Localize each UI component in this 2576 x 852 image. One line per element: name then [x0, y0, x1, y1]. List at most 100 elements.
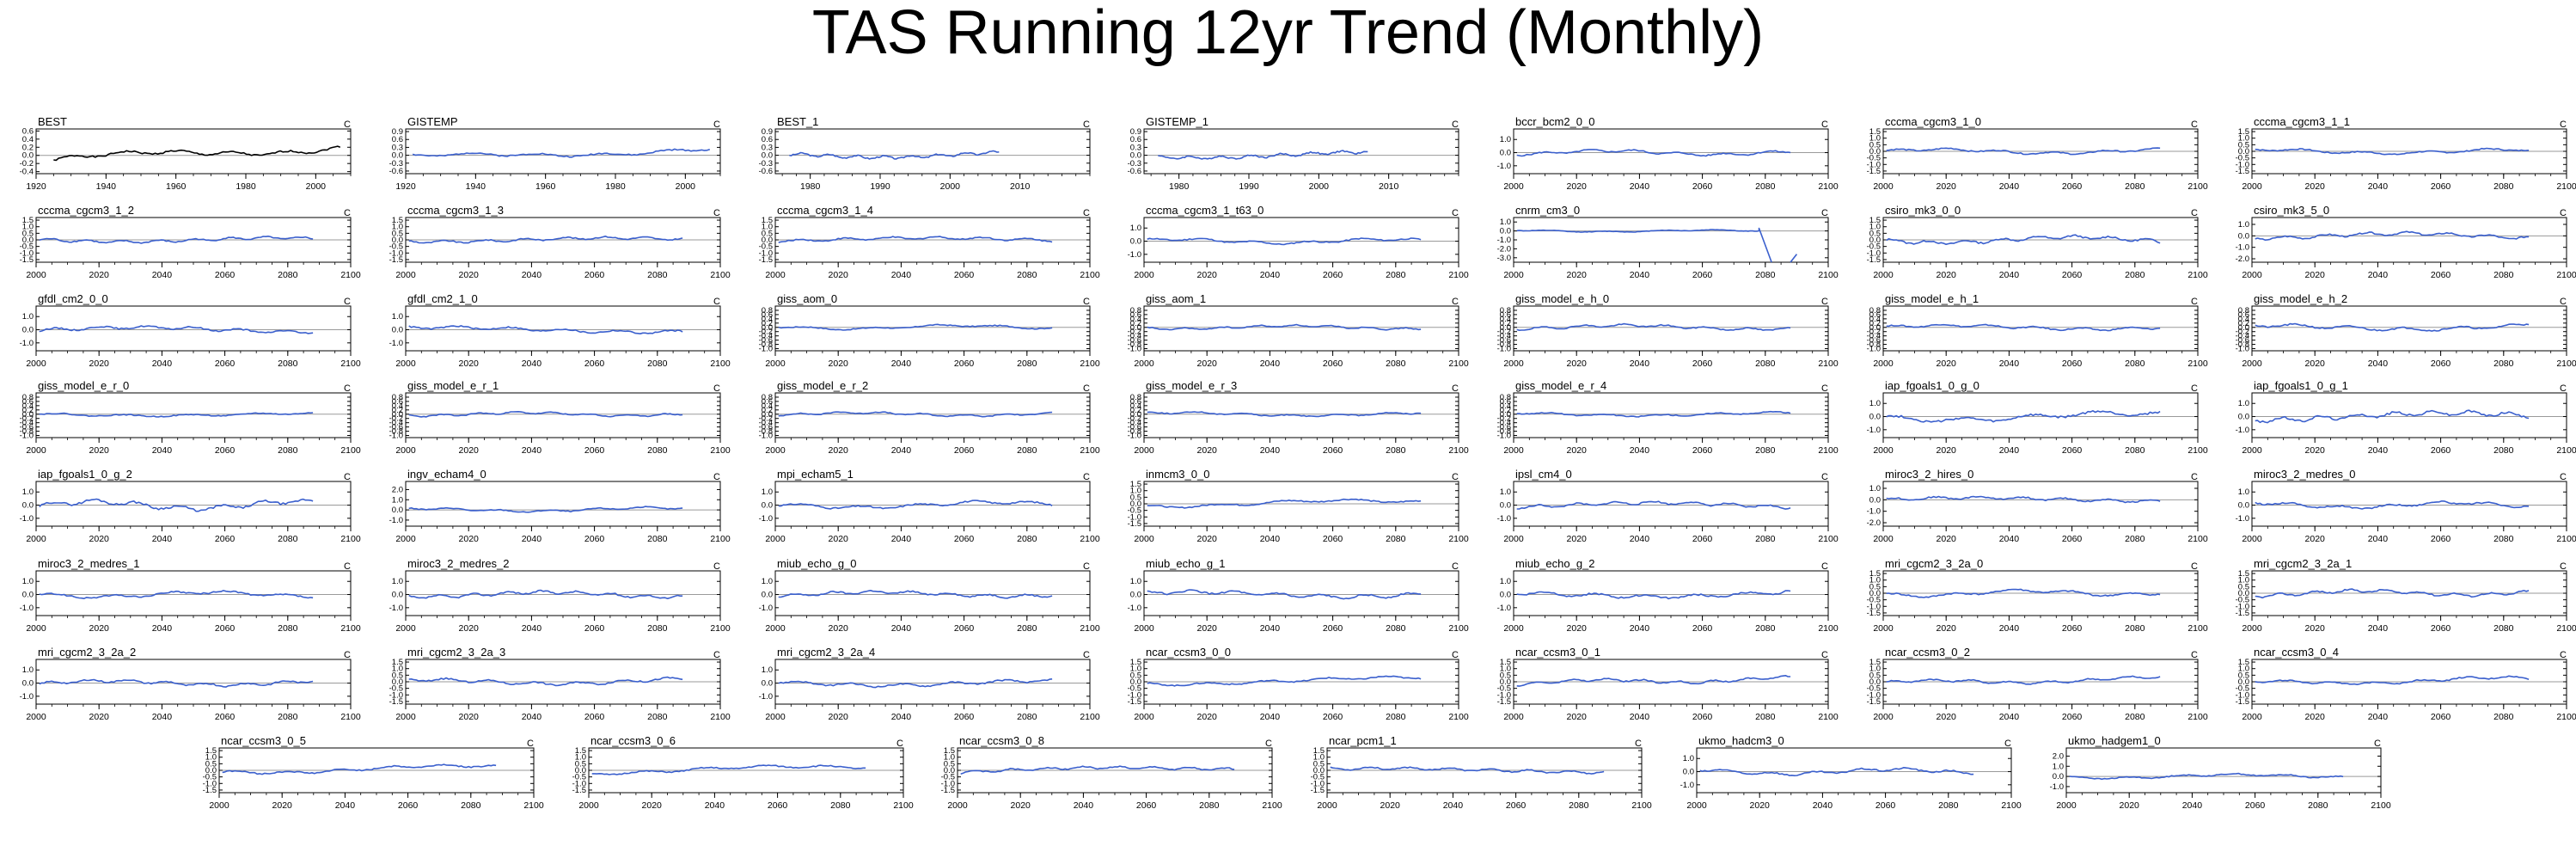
y-tick-label: 0.8 [1869, 306, 1881, 316]
x-tick-label: 2040 [522, 270, 542, 280]
x-tick-label: 2040 [1630, 270, 1650, 280]
x-tick-label: 2020 [1567, 534, 1588, 544]
y-tick-label: -1.0 [2050, 782, 2064, 792]
panel-units: C [2560, 472, 2567, 482]
panel-units: C [1083, 650, 1090, 660]
y-tick-label: -0.8 [2236, 340, 2249, 350]
y-tick-label: 0.0 [1130, 591, 1141, 600]
x-tick-label: 2080 [1386, 534, 1406, 544]
series-line [2255, 588, 2530, 599]
x-tick-label: 2020 [1937, 270, 1957, 280]
x-tick-label: 2100 [1448, 445, 1469, 456]
x-tick-label: 2060 [584, 445, 605, 456]
x-tick-label: 2020 [272, 800, 293, 811]
x-tick-label: 2060 [215, 712, 236, 722]
series-line [222, 763, 497, 775]
x-tick-label: 2080 [1755, 270, 1776, 280]
y-tick-label: 0.0 [762, 410, 773, 420]
y-tick-label: 1.5 [2238, 127, 2249, 137]
y-tick-label: 0.0 [2238, 589, 2249, 598]
series-line [2255, 147, 2530, 156]
x-tick-label: 2000 [1134, 712, 1154, 722]
x-tick-label: 2080 [2493, 181, 2514, 192]
y-tick-label: -1.0 [2236, 514, 2249, 524]
x-tick-label: 2000 [1873, 445, 1894, 456]
y-tick-label: 1.0 [2238, 220, 2249, 230]
x-tick-label: 2000 [1503, 712, 1524, 722]
y-tick-label: 0.5 [2238, 671, 2249, 680]
x-tick-label: 2040 [1813, 800, 1833, 811]
chart-panel: giss_model_e_h_2 C -1.0-0.8-0.6-0.4-0.20.0… [2236, 292, 2576, 369]
y-tick-label: 0.0 [392, 326, 403, 335]
x-tick-label: 2040 [1999, 181, 2020, 192]
panel-title: ukmo_hadcm3_0 [1698, 734, 1784, 747]
x-tick-label: 2000 [1134, 445, 1154, 456]
x-tick-label: 2060 [2062, 445, 2083, 456]
y-tick-label: 0.0 [205, 766, 217, 775]
y-tick-label: 0.2 [1500, 406, 1511, 415]
x-tick-label: 2080 [647, 623, 668, 634]
series-line [1147, 589, 1422, 600]
x-tick-label: 2040 [1074, 800, 1094, 811]
y-tick-label: 0.0 [2238, 413, 2249, 422]
x-tick-label: 2060 [954, 270, 975, 280]
y-tick-label: 1.0 [1683, 754, 1694, 763]
x-tick-label: 2060 [215, 270, 236, 280]
panel-title: giss_aom_0 [777, 292, 837, 305]
x-tick-label: 2020 [1937, 712, 1957, 722]
y-tick-label: 0.6 [1130, 135, 1141, 144]
panel-title: csiro_mk3_0_0 [1885, 204, 1961, 217]
y-tick-label: 1.0 [2238, 576, 2249, 585]
panel-units: C [2560, 208, 2567, 218]
chart-panel: ncar_ccsm3_0_6 C -1.5-1.0-0.50.00.51.01.5 2… [572, 734, 914, 811]
x-tick-label: 2060 [215, 445, 236, 456]
x-tick-label: 2040 [1630, 712, 1650, 722]
y-tick-label: -0.6 [1128, 167, 1141, 176]
y-tick-label: 0.0 [762, 323, 773, 333]
y-tick-label: -0.6 [389, 167, 403, 176]
y-tick-label: -1.0 [1867, 602, 1881, 611]
x-tick-label: 2000 [26, 623, 46, 634]
y-tick-label: 1.0 [2238, 399, 2249, 408]
chart-panel: miroc3_2_medres_1 C -1.0 0.0 1.0 2000 2020 2040… [20, 557, 361, 634]
chart-panel: mri_cgcm2_3_2a_1 C -1.5-1.0-0.50.00.51.01.… [2236, 557, 2576, 634]
chart-panel: gfdl_cm2_0_0 C -1.0 0.0 1.0 2000 2020 2040 2060 2… [20, 292, 361, 369]
y-tick-label: -0.2 [1497, 328, 1511, 337]
x-tick-label: 2080 [2493, 623, 2514, 634]
y-tick-label: -1.0 [1311, 779, 1325, 788]
chart-panel: miub_echo_g_0 C -1.0 0.0 1.0 2000 2020 2040 2060… [759, 557, 1100, 634]
y-tick-label: -0.3 [759, 159, 773, 169]
y-tick-label: 1.5 [2238, 569, 2249, 579]
x-tick-label: 2060 [1692, 270, 1713, 280]
y-tick-label: 0.4 [2238, 315, 2249, 324]
x-tick-label: 2100 [2556, 445, 2576, 456]
x-tick-label: 2080 [278, 445, 298, 456]
panel-title: miub_echo_g_2 [1515, 557, 1595, 570]
y-tick-label: -0.6 [759, 336, 773, 346]
y-tick-label: -1.0 [1128, 432, 1141, 441]
y-tick-label: 0.0 [1500, 149, 1511, 158]
x-tick-label: 2100 [2187, 534, 2208, 544]
y-tick-label: 0.5 [762, 229, 773, 238]
x-tick-label: 2060 [1875, 800, 1896, 811]
x-tick-label: 2080 [278, 623, 298, 634]
panel-title: csiro_mk3_5_0 [2254, 204, 2329, 217]
y-tick-label: -0.5 [203, 773, 217, 782]
y-tick-label: -1.0 [389, 339, 403, 348]
y-tick-label: 0.0 [392, 591, 403, 600]
y-tick-label: -1.0 [1867, 690, 1881, 700]
x-tick-label: 2020 [2305, 181, 2326, 192]
panel-title: cccma_cgcm3_1_3 [407, 204, 504, 217]
x-tick-label: 2040 [522, 712, 542, 722]
x-tick-label: 2060 [1323, 534, 1343, 544]
panel-title: iap_fgoals1_0_g_0 [1885, 379, 1979, 392]
y-tick-label: 1.0 [1500, 577, 1511, 586]
x-tick-label: 2080 [2125, 181, 2145, 192]
panel-title: giss_model_e_r_3 [1146, 379, 1237, 392]
y-tick-label: 0.5 [1869, 582, 1881, 591]
y-tick-label: 1.5 [1869, 569, 1881, 579]
x-tick-label: 2020 [459, 623, 480, 634]
x-tick-label: 2100 [1080, 534, 1100, 544]
y-tick-label: -1.5 [759, 255, 773, 265]
series-line [1158, 150, 1368, 160]
